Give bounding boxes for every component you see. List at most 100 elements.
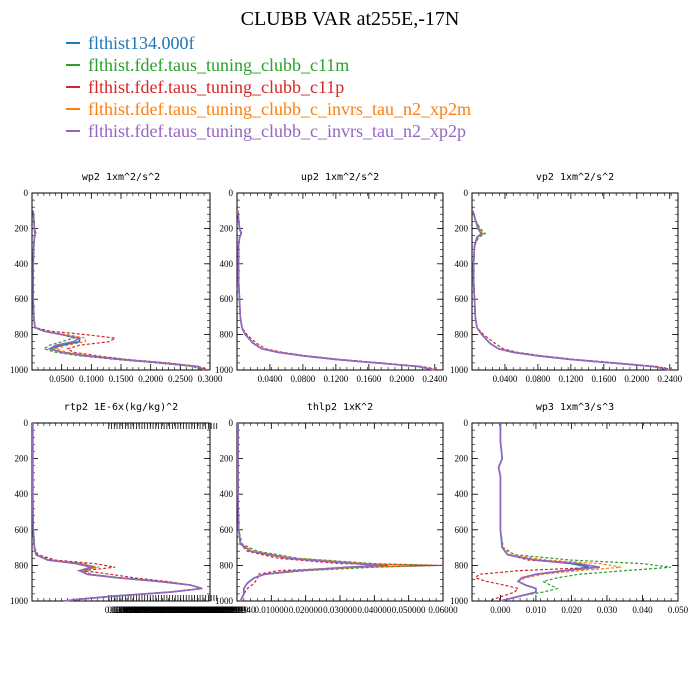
chart-panel: wp3 1xm^3/s^3 0 200 400 600 800 1000 0.000 0.010…: [450, 402, 689, 615]
x-tick-label: 0.0500: [49, 374, 74, 384]
series-line: [237, 210, 435, 371]
y-tick-label: 200: [455, 454, 469, 464]
x-tick-label: 0.3299999: [191, 605, 230, 615]
x-tick-label: 0.2000: [389, 374, 414, 384]
y-tick-label: 400: [220, 489, 234, 499]
x-tick-label: 0.0899999: [124, 605, 163, 615]
legend-item: flthist.fdef.taus_tuning_clubb_c11m: [66, 54, 471, 76]
y-tick-label: 600: [15, 525, 29, 535]
y-tick-label: 800: [220, 560, 234, 570]
x-tick-label: 0.2399999: [166, 605, 205, 615]
legend-swatch: [66, 42, 80, 44]
x-tick-label: 0.2400: [422, 374, 447, 384]
x-tick-label: 0.0499999: [113, 605, 152, 615]
x-tick-label: 0.030: [597, 605, 618, 615]
x-tick-label: 0.1099999: [130, 605, 169, 615]
y-tick-label: 800: [455, 560, 469, 570]
chart-panel: rtp2 1E-6x(kg/kg)^2 0 200 400 600 800 1000 0.02…: [10, 402, 256, 615]
x-tick-label: 0.020000: [289, 605, 323, 615]
y-tick-label: 800: [220, 330, 234, 340]
series-line: [32, 423, 203, 602]
plot-frame: [236, 192, 444, 371]
chart-title: CLUBB VAR at255E,-17N: [240, 8, 460, 30]
x-tick-label: 0.3199999: [188, 605, 227, 615]
series-line: [237, 423, 382, 602]
x-tick-label: 0.0800: [291, 374, 316, 384]
series-line: [237, 210, 435, 371]
y-tick-label: 400: [455, 489, 469, 499]
x-tick-label: 0.1299999: [135, 605, 174, 615]
y-tick-label: 0: [464, 188, 469, 198]
y-tick-label: 600: [220, 294, 234, 304]
x-tick-label: 0.050: [668, 605, 689, 615]
x-tick-label: 0.000: [490, 605, 511, 615]
x-tick-label: 0.1699999: [146, 605, 185, 615]
y-tick-label: 800: [15, 330, 29, 340]
y-tick-label: 1000: [10, 365, 29, 375]
x-tick-label: 0.2500: [168, 374, 193, 384]
y-tick-label: 200: [15, 223, 29, 233]
x-tick-label: 0.1199999: [132, 605, 170, 615]
x-tick-label: 0.3899999: [207, 605, 246, 615]
series-line: [472, 210, 670, 371]
legend-swatch: [66, 130, 80, 132]
panel-title: wp2 1xm^2/s^2: [82, 172, 160, 183]
x-tick-label: 0.1499999: [141, 605, 180, 615]
x-tick-label: 0.0400: [493, 374, 518, 384]
x-tick-label: 0.1000: [79, 374, 104, 384]
y-tick-label: 400: [15, 489, 29, 499]
x-tick-label: 0.0699999: [119, 605, 158, 615]
x-tick-label: 0.2099999: [157, 605, 196, 615]
legend-label: flthist.fdef.taus_tuning_clubb_c_invrs_t…: [88, 121, 466, 141]
x-tick-label: 0.3399999: [193, 605, 232, 615]
series-line: [237, 210, 435, 371]
x-tick-label: 0.1200: [324, 374, 349, 384]
x-tick-label: 0.3799999: [204, 605, 243, 615]
x-tick-label: 0.2000: [624, 374, 649, 384]
series-line: [237, 210, 435, 371]
y-tick-label: 1000: [450, 365, 469, 375]
x-tick-label: 0.3000: [198, 374, 223, 384]
x-tick-label: 0.1600: [356, 374, 381, 384]
y-tick-label: 1000: [215, 365, 234, 375]
y-tick-label: 400: [455, 259, 469, 269]
series-line: [32, 210, 205, 371]
y-tick-label: 400: [15, 259, 29, 269]
x-tick-label: 0.1999999: [155, 605, 194, 615]
x-tick-label: 0.0299999: [108, 605, 147, 615]
x-tick-label: 0.40999940: [213, 605, 256, 615]
series-line: [237, 210, 440, 371]
series-line: [32, 210, 205, 371]
series-line: [472, 210, 675, 371]
y-tick-label: 600: [15, 294, 29, 304]
y-tick-label: 800: [15, 560, 29, 570]
chart-panel: thlp2 1xK^2 0 200 400 600 800 1000 0.010000 0.02…: [215, 402, 458, 615]
y-tick-label: 400: [220, 259, 234, 269]
y-tick-label: 200: [15, 454, 29, 464]
x-tick-label: 0.1599999: [144, 605, 183, 615]
legend-swatch: [66, 64, 80, 66]
x-tick-label: 0.0399999: [110, 605, 149, 615]
y-tick-label: 800: [455, 330, 469, 340]
y-tick-label: 0: [24, 418, 29, 428]
x-tick-label: 0.2699999: [174, 605, 213, 615]
x-tick-label: 0.2299999: [163, 605, 202, 615]
x-tick-label: 0.010: [526, 605, 547, 615]
x-tick-label: 0.0999999: [127, 605, 166, 615]
panel-title: rtp2 1E-6x(kg/kg)^2: [64, 402, 178, 413]
x-tick-label: 0.2799999: [177, 605, 216, 615]
x-tick-label: 0.0800: [526, 374, 551, 384]
x-tick-label: 0.0400: [258, 374, 283, 384]
x-tick-label: 0.3599999: [199, 605, 238, 615]
chart-panel: vp2 1xm^2/s^2 0 200 400 600 800 1000 0.0400 0.08…: [450, 172, 683, 384]
y-tick-label: 0: [464, 418, 469, 428]
y-tick-label: 1000: [215, 596, 234, 606]
series-line: [31, 423, 203, 602]
x-tick-label: 0.2899999: [179, 605, 218, 615]
series-line: [32, 423, 203, 602]
series-line: [472, 210, 670, 371]
panel-title: up2 1xm^2/s^2: [301, 172, 379, 183]
series-line: [497, 423, 622, 602]
x-tick-label: 0.050000: [392, 605, 426, 615]
